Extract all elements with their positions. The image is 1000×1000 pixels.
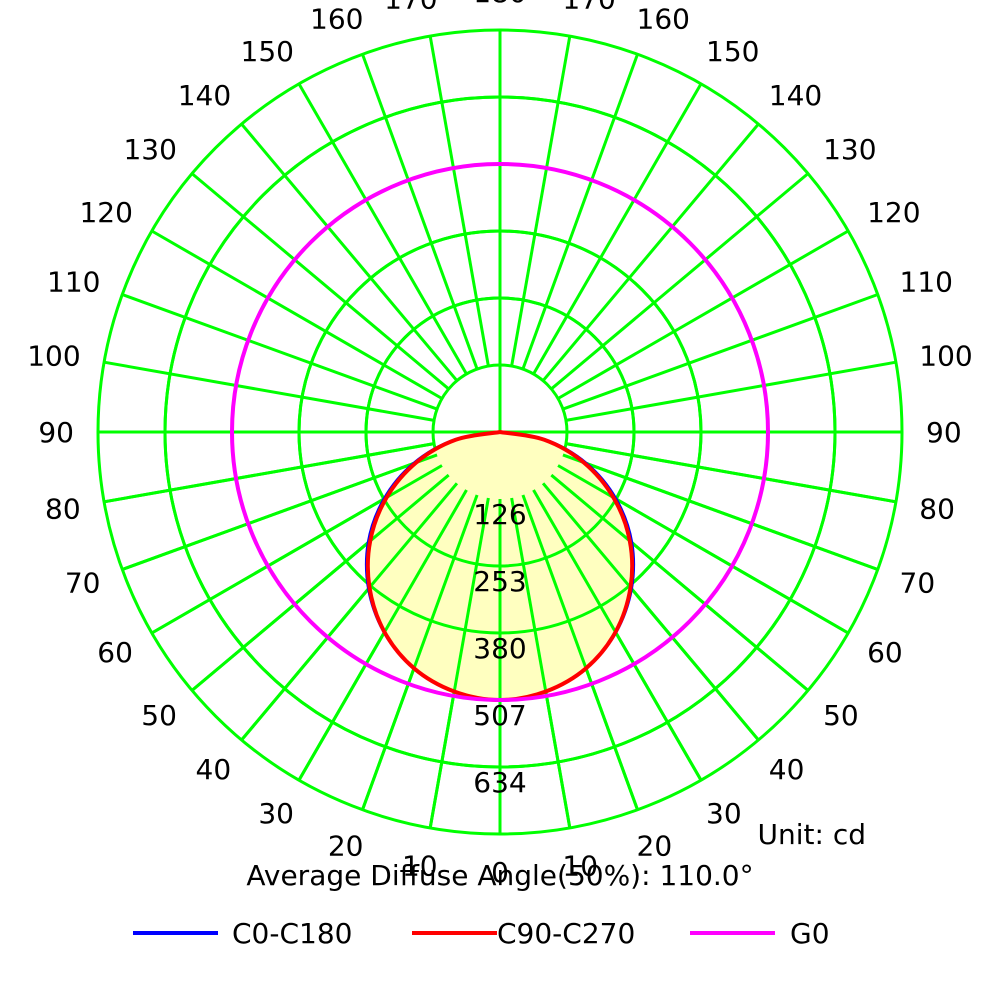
grid-spoke-overlay [521,494,639,811]
angle-label-right: 70 [900,567,936,600]
angle-label-right: 20 [637,830,673,863]
angle-label-left: 20 [328,830,364,863]
angle-label-left: 100 [27,340,80,373]
radial-tick-label: 253 [473,565,526,598]
angle-label-right: 10 [562,849,598,882]
angle-label-right: 110 [900,266,953,299]
angle-label-right: 40 [769,753,805,786]
grid-spoke-overlay [550,473,809,692]
grid-spoke [541,123,760,382]
radial-tick-label: 380 [473,632,526,665]
angle-label-left: 160 [310,3,363,36]
grid-spoke-overlay [103,442,435,504]
series-circle-g0 [230,162,770,702]
angle-label-left: 180 [473,0,526,9]
angle-label-right: 140 [769,79,822,112]
grid-spoke [510,35,572,367]
grid-spoke [151,229,443,400]
grid-spoke-overlay [565,442,897,504]
grid-spoke-overlay [240,482,459,741]
grid-spoke-overlay [361,494,479,811]
angle-label-right: 150 [706,35,759,68]
unit-label: Unit: cd [758,818,867,851]
grid-spoke [297,83,468,375]
angle-label-right: 170 [562,0,615,16]
grid-spoke-overlay [428,497,490,829]
angle-label-left: 150 [241,35,294,68]
grid-spoke-overlay [557,464,849,635]
grid-spoke [521,53,639,370]
grid-spoke-overlay [541,482,760,741]
grid-spoke-overlay [297,489,468,781]
legend-label-g0: G0 [790,917,830,950]
angle-label-left: 0 [491,856,509,889]
radial-tick-labels: 126 253 380 507 634 [473,498,526,799]
grid-spoke-overlay [151,464,443,635]
grid-circle-overlay [297,229,703,635]
legend: C0-C180 C90-C270 G0 [133,917,830,950]
angle-label-left: 120 [79,196,132,229]
angle-label-right: 160 [637,3,690,36]
angle-label-left: 30 [258,797,294,830]
grid-spoke [121,293,438,411]
radial-tick-label: 126 [473,498,526,531]
radial-tick-label: 634 [473,766,526,799]
grid-spoke [557,229,849,400]
angle-label-left: 60 [97,636,133,669]
angle-label-left: 110 [47,266,100,299]
angle-label-left: 130 [123,133,176,166]
angle-label-left: 140 [178,79,231,112]
grid-spoke [532,83,703,375]
grid-spoke [428,35,490,367]
angle-label-left: 50 [141,699,177,732]
angle-label-right: 120 [867,196,920,229]
angle-label-right: 90 [926,416,962,449]
angle-label-left: 10 [402,849,438,882]
grid-circle-overlay [364,296,636,568]
grid-spoke-overlay [562,453,879,571]
angle-label-right: 30 [706,797,742,830]
grid-spoke [191,172,450,391]
diffuse-angle-label: Average Diffuse Angle(50%): 110.0° [246,859,753,892]
angle-labels: 0102030405060708090100110120130140150160… [27,0,973,889]
angle-label-left: 170 [384,0,437,16]
grid-spoke [361,53,479,370]
angle-label-left: 70 [65,567,101,600]
legend-label-c0-c180: C0-C180 [232,917,352,950]
grid-spoke [103,360,435,422]
legend-label-c90-c270: C90-C270 [497,917,635,950]
angle-label-right: 50 [823,699,859,732]
series-lines [230,162,770,703]
grid-spoke-overlay [510,497,572,829]
grid-spoke [562,293,879,411]
grid-spoke [550,172,809,391]
radial-tick-label: 507 [473,699,526,732]
angle-label-right: 100 [919,340,972,373]
grid-circle-overlay [163,95,837,769]
angle-label-right: 80 [919,492,955,525]
angle-label-left: 80 [45,492,81,525]
angle-label-left: 40 [196,753,232,786]
grid-spoke-overlay [191,473,450,692]
grid-spoke-overlay [121,453,438,571]
angle-label-right: 130 [823,133,876,166]
grid-spoke [565,360,897,422]
angle-label-right: 60 [867,636,903,669]
grid-spoke [240,123,459,382]
grid-spoke-overlay [532,489,703,781]
angle-label-left: 90 [38,416,74,449]
